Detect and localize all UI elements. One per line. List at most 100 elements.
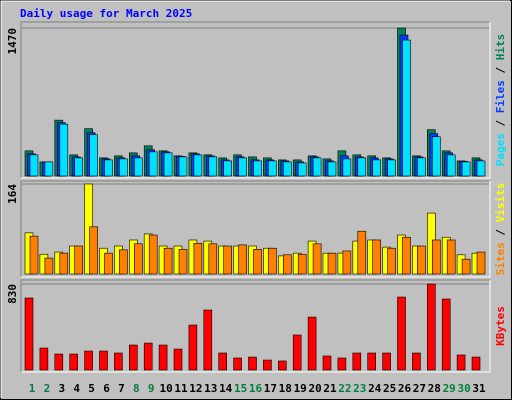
legend-entry: Pages [494,133,507,166]
plot-bevel [21,181,491,278]
bar [277,360,287,371]
bar [193,242,203,275]
bar [268,160,277,177]
bar [367,352,377,371]
bar [476,160,486,177]
x-tick-label: 19 [294,382,307,395]
x-tick-label: 23 [353,382,366,395]
bar [297,253,307,275]
bar [248,356,257,371]
bar [441,298,451,371]
chart-title: Daily usage for March 2025 [20,7,192,20]
bar [372,159,382,177]
bar [253,160,262,177]
plot-area [21,22,490,178]
x-tick-label: 31 [472,382,486,395]
bar [327,161,337,177]
bar [426,283,436,371]
bar [143,342,153,371]
bar [461,258,471,275]
x-tick-label: 22 [338,382,351,395]
bar [163,152,173,177]
bar [84,350,93,371]
bar [119,249,128,275]
x-tick-label: 6 [103,382,110,395]
legend-entry: Visits [494,183,507,223]
x-tick-label: 8 [133,382,140,395]
bar [417,157,426,177]
bar [44,161,54,177]
x-tick-label: 3 [58,382,65,395]
x-tick-label: 16 [249,382,263,395]
x-tick-label: 25 [383,382,396,395]
plot-bevel [20,180,490,277]
bar [282,161,292,177]
bar [193,154,203,177]
legend-separator: / [494,60,507,80]
x-tick-label: 1 [29,382,36,395]
bar [268,247,277,275]
x-tick-label: 7 [118,382,125,395]
x-tick-label: 9 [148,382,155,395]
bar [233,357,242,371]
bar [54,353,64,371]
x-tick-label: 30 [457,382,470,395]
bar [417,245,426,275]
bar [148,151,158,177]
x-tick-label: 10 [159,382,172,395]
x-tick-label: 13 [204,382,217,395]
x-tick-label: 26 [398,382,412,395]
bar [104,159,113,177]
bar [402,236,411,275]
bar [119,158,128,177]
bar [412,352,421,371]
bar [461,161,471,177]
bar [178,156,188,177]
bar [312,243,322,275]
legend-separator: / [494,222,507,242]
legend-entry: Hits [494,34,507,61]
bar [163,247,173,275]
bar [203,309,213,371]
bar [352,352,362,371]
bar [253,249,262,275]
x-tick-label: 14 [219,382,233,395]
legend-entry: Files [494,80,507,113]
x-tick-label: 24 [368,382,382,395]
bar [342,158,352,177]
bar [282,254,292,275]
plot-area [21,280,490,372]
legend-entry: Sites [494,242,507,275]
bar [238,157,247,177]
bar [74,245,83,275]
bar [431,239,441,275]
plot-bevel [21,22,491,179]
y-tick-label: 1470 [6,28,19,55]
bar [446,239,456,275]
plot-bevel [21,280,491,373]
x-tick-label: 21 [323,382,337,395]
bar [29,235,39,275]
legend: Pages / Files / Hits [494,34,507,167]
bar [342,250,352,275]
bar [178,249,188,275]
bar [372,239,382,275]
x-tick-label: 27 [413,382,426,395]
bar [59,123,69,177]
bar [188,324,198,371]
bar [223,245,232,275]
bar [238,244,247,275]
x-tick-label: 28 [428,382,441,395]
x-tick-label: 18 [279,382,292,395]
bar [263,359,272,371]
bar [382,352,391,371]
bar [446,154,456,177]
x-tick-label: 20 [308,382,321,395]
bar [99,350,108,371]
x-tick-label: 17 [264,382,277,395]
bar [158,344,168,371]
bar [471,356,481,371]
bar [44,257,54,275]
